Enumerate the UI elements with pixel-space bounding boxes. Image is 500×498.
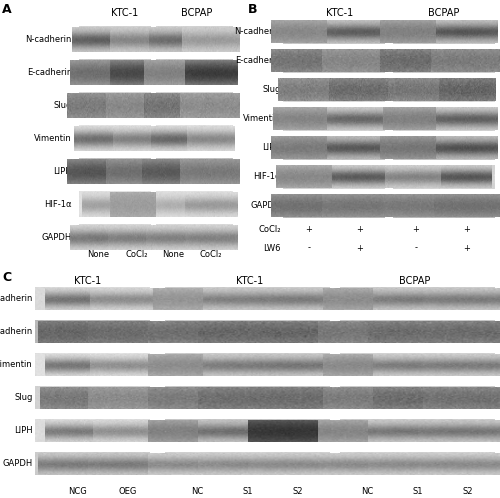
Text: S1: S1 <box>242 487 253 496</box>
Bar <box>283 49 385 73</box>
Bar <box>156 192 233 217</box>
Text: +: + <box>464 225 470 234</box>
Bar <box>283 165 385 189</box>
Text: +: + <box>412 225 420 234</box>
Text: Vimentin: Vimentin <box>0 360 32 369</box>
Text: N-cadherin: N-cadherin <box>234 27 281 36</box>
Bar <box>283 136 385 160</box>
Bar <box>393 165 495 189</box>
Bar <box>283 20 385 43</box>
Text: BCPAP: BCPAP <box>400 276 430 286</box>
Text: Slug: Slug <box>262 85 280 94</box>
Bar <box>393 20 495 43</box>
Bar <box>156 159 233 184</box>
Text: BCPAP: BCPAP <box>428 8 460 18</box>
Text: E-cadherin: E-cadherin <box>0 327 32 336</box>
Bar <box>79 27 151 52</box>
Text: GAPDH: GAPDH <box>250 201 280 210</box>
Text: KTC-1: KTC-1 <box>111 8 138 18</box>
Text: GAPDH: GAPDH <box>42 233 72 242</box>
Text: S2: S2 <box>292 487 303 496</box>
Text: E-cadherin: E-cadherin <box>236 56 281 65</box>
Bar <box>79 159 151 184</box>
Bar <box>393 49 495 73</box>
Text: NC: NC <box>192 487 203 496</box>
Bar <box>156 126 233 151</box>
Bar <box>156 225 233 250</box>
Text: Slug: Slug <box>54 101 72 110</box>
Bar <box>393 78 495 102</box>
Bar <box>156 27 233 52</box>
Text: None: None <box>88 249 110 258</box>
Text: KTC-1: KTC-1 <box>236 276 264 286</box>
Text: A: A <box>2 2 12 15</box>
Text: KTC-1: KTC-1 <box>74 276 101 286</box>
Text: Vimentin: Vimentin <box>243 114 281 124</box>
Text: NCG: NCG <box>68 487 87 496</box>
Bar <box>79 192 151 217</box>
Bar <box>283 107 385 130</box>
Text: +: + <box>306 225 312 234</box>
Text: N-cadherin: N-cadherin <box>26 35 72 44</box>
Text: CoCl₂: CoCl₂ <box>258 225 280 234</box>
Text: BCPAP: BCPAP <box>181 8 212 18</box>
Text: B: B <box>248 2 257 15</box>
Bar <box>79 93 151 118</box>
Bar <box>156 93 233 118</box>
Text: S1: S1 <box>412 487 423 496</box>
Text: +: + <box>356 225 363 234</box>
Text: S2: S2 <box>462 487 473 496</box>
Text: OEG: OEG <box>118 487 136 496</box>
Text: KTC-1: KTC-1 <box>326 8 353 18</box>
Text: HIF-1α: HIF-1α <box>253 172 280 181</box>
Bar <box>283 78 385 102</box>
Bar <box>156 60 233 85</box>
Bar <box>79 126 151 151</box>
Text: CoCl₂: CoCl₂ <box>200 249 222 258</box>
Bar <box>393 136 495 160</box>
Bar <box>393 107 495 130</box>
Text: -: - <box>307 244 310 252</box>
Text: +: + <box>464 244 470 252</box>
Bar <box>283 194 385 218</box>
Text: LIPH: LIPH <box>54 167 72 176</box>
Text: N-cadherin: N-cadherin <box>0 294 32 303</box>
Text: C: C <box>2 271 12 284</box>
Text: CoCl₂: CoCl₂ <box>126 249 148 258</box>
Text: Slug: Slug <box>14 393 32 402</box>
Text: Vimentin: Vimentin <box>34 134 72 143</box>
Text: HIF-1α: HIF-1α <box>44 200 72 209</box>
Text: +: + <box>356 244 363 252</box>
Text: GAPDH: GAPDH <box>2 459 32 468</box>
Text: E-cadherin: E-cadherin <box>27 68 72 77</box>
Text: None: None <box>162 249 184 258</box>
Text: LIPH: LIPH <box>14 426 32 435</box>
Text: -: - <box>414 244 418 252</box>
Bar <box>393 194 495 218</box>
Text: LIPH: LIPH <box>262 143 280 152</box>
Text: NC: NC <box>362 487 374 496</box>
Text: LW6: LW6 <box>263 244 280 252</box>
Bar <box>79 60 151 85</box>
Bar <box>79 225 151 250</box>
